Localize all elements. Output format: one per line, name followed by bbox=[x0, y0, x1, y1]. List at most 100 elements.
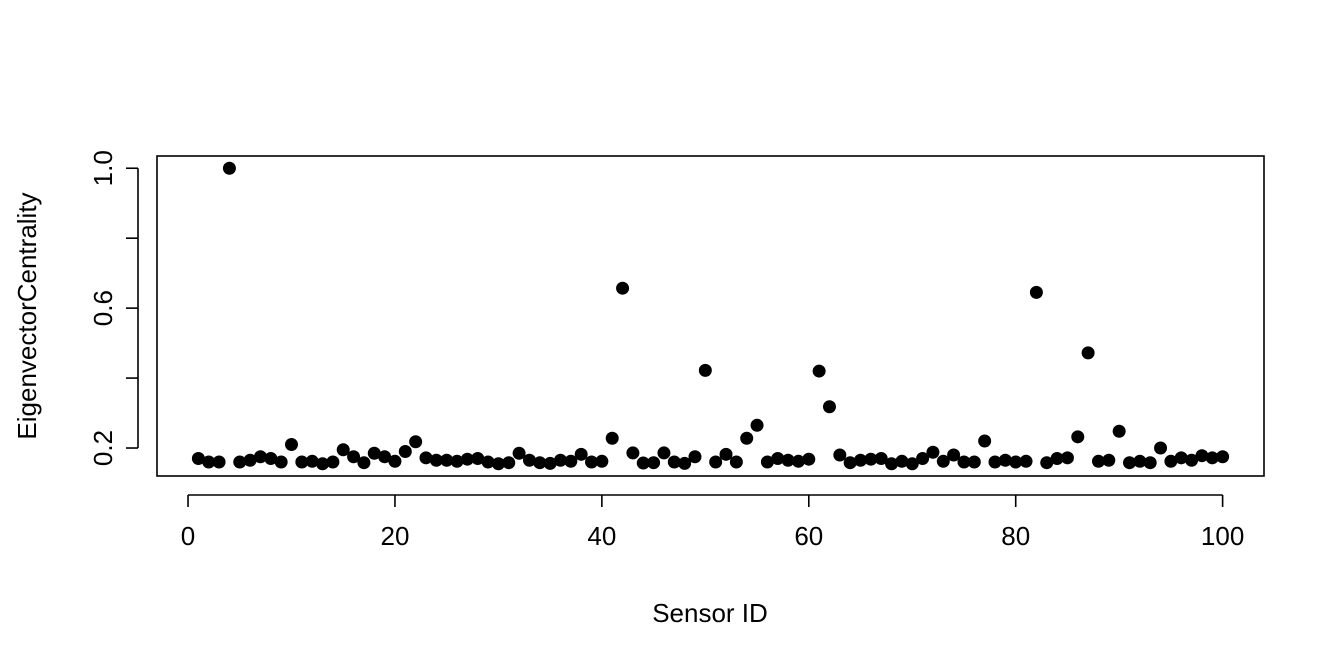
data-point bbox=[429, 453, 443, 467]
data-point bbox=[926, 445, 940, 459]
plot-frame bbox=[156, 155, 1265, 477]
data-point bbox=[284, 438, 298, 452]
data-point bbox=[998, 453, 1012, 467]
data-point bbox=[771, 452, 785, 466]
data-point bbox=[574, 447, 588, 461]
data-point bbox=[616, 281, 630, 295]
data-point bbox=[522, 453, 536, 467]
data-point bbox=[791, 454, 805, 468]
data-point bbox=[967, 455, 981, 469]
data-point bbox=[305, 454, 319, 468]
data-point bbox=[347, 450, 361, 464]
data-point bbox=[978, 434, 992, 448]
data-point bbox=[502, 456, 516, 470]
data-point bbox=[533, 456, 547, 470]
data-point bbox=[243, 453, 257, 467]
data-point bbox=[647, 456, 661, 470]
x-tick-label: 40 bbox=[587, 521, 616, 551]
y-tick-label: 0.2 bbox=[88, 430, 118, 466]
data-point bbox=[1185, 453, 1199, 467]
y-tick-label: 1.0 bbox=[88, 150, 118, 186]
data-point bbox=[191, 452, 205, 466]
data-point bbox=[1091, 454, 1105, 468]
x-axis-label: Sensor ID bbox=[652, 598, 768, 628]
data-point bbox=[1195, 449, 1209, 463]
data-point bbox=[471, 452, 485, 466]
data-point bbox=[802, 452, 816, 466]
data-point bbox=[1143, 456, 1157, 470]
data-point bbox=[450, 454, 464, 468]
data-point bbox=[253, 450, 267, 464]
data-point bbox=[378, 450, 392, 464]
data-point bbox=[957, 455, 971, 469]
y-axis-label: EigenvectorCentrality bbox=[12, 192, 42, 439]
data-point bbox=[440, 453, 454, 467]
data-point bbox=[1071, 430, 1085, 444]
data-point bbox=[729, 455, 743, 469]
data-point bbox=[905, 457, 919, 471]
data-point bbox=[388, 454, 402, 468]
data-point bbox=[667, 455, 681, 469]
data-point bbox=[812, 364, 826, 378]
data-point bbox=[885, 457, 899, 471]
data-point bbox=[595, 454, 609, 468]
y-axis: 0.2 0.6 1.0 bbox=[88, 150, 139, 466]
data-point bbox=[843, 456, 857, 470]
data-point bbox=[1102, 453, 1116, 467]
data-point bbox=[481, 455, 495, 469]
data-point bbox=[698, 363, 712, 377]
data-point bbox=[916, 452, 930, 466]
data-point bbox=[833, 448, 847, 462]
data-point bbox=[822, 400, 836, 414]
data-point bbox=[222, 161, 236, 175]
data-point bbox=[1019, 454, 1033, 468]
data-point bbox=[336, 443, 350, 457]
data-point bbox=[264, 452, 278, 466]
data-point bbox=[1040, 456, 1054, 470]
data-point bbox=[1133, 454, 1147, 468]
data-point bbox=[357, 456, 371, 470]
x-tick-label: 0 bbox=[181, 521, 195, 551]
x-tick-label: 80 bbox=[1001, 521, 1030, 551]
data-point bbox=[398, 445, 412, 459]
data-point bbox=[854, 453, 868, 467]
y-tick-label: 0.6 bbox=[88, 290, 118, 326]
data-point bbox=[605, 431, 619, 445]
data-point bbox=[719, 447, 733, 461]
data-point bbox=[688, 450, 702, 464]
data-point bbox=[212, 455, 226, 469]
data-point bbox=[543, 456, 557, 470]
data-point bbox=[1154, 441, 1168, 455]
data-point bbox=[1029, 285, 1043, 299]
data-point bbox=[1060, 451, 1074, 465]
data-point bbox=[874, 452, 888, 466]
data-point bbox=[512, 446, 526, 460]
data-point bbox=[936, 454, 950, 468]
data-point bbox=[626, 446, 640, 460]
data-point bbox=[585, 455, 599, 469]
data-point bbox=[657, 446, 671, 460]
data-point bbox=[1050, 452, 1064, 466]
data-points bbox=[191, 161, 1230, 471]
data-point bbox=[678, 456, 692, 470]
data-point bbox=[419, 451, 433, 465]
x-tick-label: 60 bbox=[794, 521, 823, 551]
data-point bbox=[1174, 451, 1188, 465]
data-point bbox=[1112, 424, 1126, 438]
data-point bbox=[409, 435, 423, 449]
data-point bbox=[947, 448, 961, 462]
data-point bbox=[709, 455, 723, 469]
data-point bbox=[316, 457, 330, 471]
data-point bbox=[564, 454, 578, 468]
data-point bbox=[233, 455, 247, 469]
data-point bbox=[367, 446, 381, 460]
data-point bbox=[460, 452, 474, 466]
data-point bbox=[988, 455, 1002, 469]
data-point bbox=[295, 455, 309, 469]
data-point bbox=[864, 452, 878, 466]
x-axis: 0 20 40 60 80 100 bbox=[181, 494, 1244, 551]
data-point bbox=[636, 456, 650, 470]
data-point bbox=[1164, 454, 1178, 468]
data-point bbox=[1081, 346, 1095, 360]
